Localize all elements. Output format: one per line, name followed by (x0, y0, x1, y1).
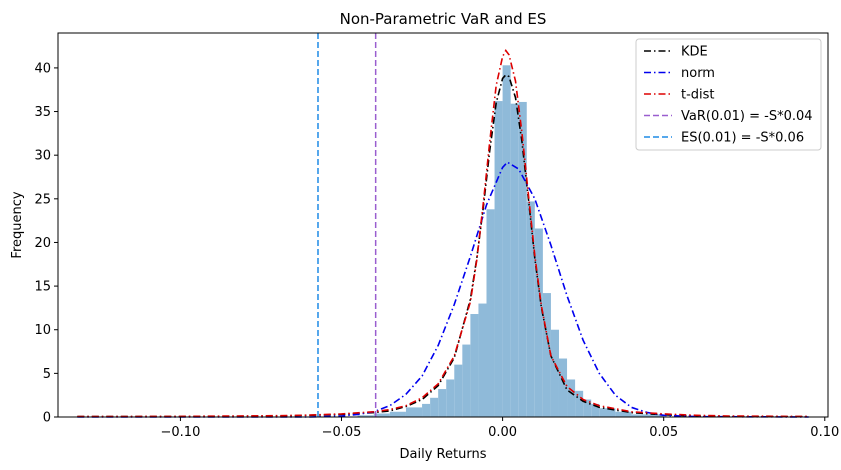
x-tick-label: 0.10 (810, 425, 839, 440)
legend-box (635, 38, 822, 151)
histogram-bar-20 (542, 293, 551, 417)
y-axis-label: Frequency (10, 191, 25, 258)
y-tick-label: 35 (34, 105, 51, 120)
histogram-bar-5 (422, 403, 431, 417)
histogram-bar-7 (438, 389, 447, 417)
y-tick-label: 20 (34, 236, 51, 251)
x-tick-label: −0.10 (161, 425, 201, 440)
legend: KDE norm t-dist VaR(0.01) = -S*0.04 ES(0.01)… (635, 38, 822, 151)
histogram-bar-23 (567, 379, 576, 417)
y-tick-label: 0 (43, 411, 51, 426)
legend-label: KDE (681, 45, 708, 60)
y-tick-label: 5 (43, 367, 51, 382)
threshold-lines (317, 33, 377, 417)
histogram-bar-17 (518, 101, 527, 417)
histogram-bar-16 (510, 103, 519, 417)
histogram-bar-29 (631, 414, 664, 417)
histogram-bar-14 (494, 101, 503, 417)
y-tick-label: 25 (34, 192, 51, 207)
x-tick-label: 0.00 (488, 425, 517, 440)
histogram-bars (77, 65, 812, 418)
legend-label: VaR(0.01) = -S*0.04 (681, 109, 813, 124)
density-curves (77, 49, 809, 418)
histogram-bar-24 (575, 390, 584, 417)
histogram-bar-18 (526, 201, 535, 417)
histogram-bar-6 (430, 397, 439, 417)
histogram-bar-22 (558, 358, 568, 417)
x-tick-label: −0.05 (322, 425, 362, 440)
histogram-bar-13 (486, 209, 495, 417)
legend-label: t-dist (681, 88, 715, 103)
chart-title: Non-Parametric VaR and ES (340, 10, 547, 28)
y-tick-label: 30 (34, 149, 51, 164)
x-tick-label: 0.05 (649, 425, 678, 440)
histogram-bar-15 (502, 65, 511, 418)
series-kde-line (77, 73, 809, 418)
histogram-bar-1 (357, 415, 374, 417)
histogram-bar-3 (389, 411, 406, 417)
histogram-bar-4 (405, 407, 423, 417)
histogram-bar-12 (478, 303, 487, 417)
y-tick-label: 15 (34, 280, 51, 295)
plot-frame (57, 32, 829, 418)
histogram-bar-27 (599, 408, 616, 417)
histogram-bar-19 (534, 228, 543, 417)
legend-label: norm (681, 66, 715, 81)
histogram-bar-21 (550, 329, 559, 417)
series-norm-line (77, 161, 809, 418)
histogram-bar-11 (470, 314, 479, 417)
y-tick-label: 10 (34, 323, 51, 338)
histogram-bar-9 (454, 364, 463, 417)
legend-label: ES(0.01) = -S*0.06 (681, 131, 804, 146)
histogram-bar-26 (591, 403, 600, 417)
histogram-bar-8 (446, 379, 455, 417)
y-axis: 0 5 10 15 20 25 30 35 40 (34, 61, 58, 426)
histogram-bar-10 (462, 344, 471, 417)
series-t-dist-line (77, 49, 809, 418)
x-axis-label: Daily Returns (400, 447, 487, 462)
histogram-bar-2 (373, 413, 390, 417)
y-tick-label: 40 (34, 61, 51, 76)
histogram-bar-25 (583, 399, 592, 417)
histogram-bar-28 (615, 411, 632, 417)
x-axis: −0.10 −0.05 0.00 0.05 0.10 (161, 417, 839, 440)
